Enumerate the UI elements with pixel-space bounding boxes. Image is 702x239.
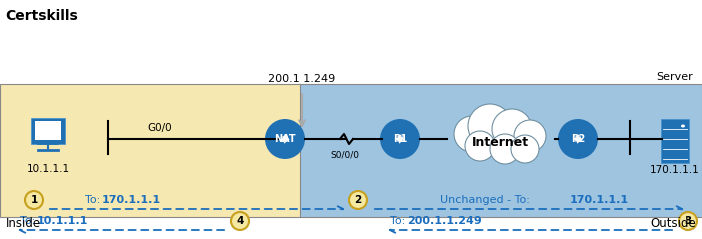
Text: 170.1.1.1: 170.1.1.1 bbox=[570, 195, 629, 205]
Ellipse shape bbox=[558, 119, 598, 159]
Ellipse shape bbox=[511, 135, 539, 163]
FancyBboxPatch shape bbox=[300, 84, 702, 217]
Text: 4: 4 bbox=[237, 216, 244, 226]
Text: Internet: Internet bbox=[472, 136, 529, 150]
FancyBboxPatch shape bbox=[661, 119, 689, 163]
Text: R1: R1 bbox=[393, 134, 407, 144]
Text: 170.1.1.1: 170.1.1.1 bbox=[102, 195, 161, 205]
Ellipse shape bbox=[25, 191, 43, 209]
Ellipse shape bbox=[492, 109, 532, 149]
Text: Inside: Inside bbox=[6, 217, 41, 230]
Text: 200.1 1.249: 200.1 1.249 bbox=[268, 74, 336, 84]
Text: To:: To: bbox=[20, 216, 39, 226]
Text: R2: R2 bbox=[571, 134, 585, 144]
Text: Unchanged - To:: Unchanged - To: bbox=[440, 195, 534, 205]
Text: S0/0/0: S0/0/0 bbox=[330, 151, 359, 160]
Ellipse shape bbox=[349, 191, 367, 209]
Text: 1: 1 bbox=[30, 195, 38, 205]
FancyBboxPatch shape bbox=[35, 121, 61, 140]
Ellipse shape bbox=[380, 119, 420, 159]
FancyBboxPatch shape bbox=[31, 118, 65, 144]
Text: 10.1.1.1: 10.1.1.1 bbox=[37, 216, 88, 226]
Ellipse shape bbox=[679, 212, 697, 230]
Text: 10.1.1.1: 10.1.1.1 bbox=[27, 164, 69, 174]
Text: Certskills: Certskills bbox=[5, 9, 78, 23]
Text: G0/0: G0/0 bbox=[147, 123, 172, 133]
Text: To:: To: bbox=[390, 216, 409, 226]
Text: 3: 3 bbox=[684, 216, 691, 226]
FancyBboxPatch shape bbox=[0, 84, 300, 217]
Text: 170.1.1.1: 170.1.1.1 bbox=[650, 165, 700, 175]
Ellipse shape bbox=[681, 125, 685, 127]
Text: NAT: NAT bbox=[274, 134, 296, 144]
Text: Server: Server bbox=[656, 72, 694, 82]
Text: To:: To: bbox=[85, 195, 104, 205]
Text: 2: 2 bbox=[355, 195, 362, 205]
Ellipse shape bbox=[490, 134, 520, 164]
Text: Outside: Outside bbox=[650, 217, 696, 230]
Ellipse shape bbox=[265, 119, 305, 159]
Ellipse shape bbox=[468, 104, 512, 148]
Ellipse shape bbox=[465, 131, 495, 161]
Ellipse shape bbox=[231, 212, 249, 230]
Ellipse shape bbox=[454, 116, 490, 152]
Ellipse shape bbox=[514, 120, 546, 152]
Text: 200.1.1.249: 200.1.1.249 bbox=[407, 216, 482, 226]
